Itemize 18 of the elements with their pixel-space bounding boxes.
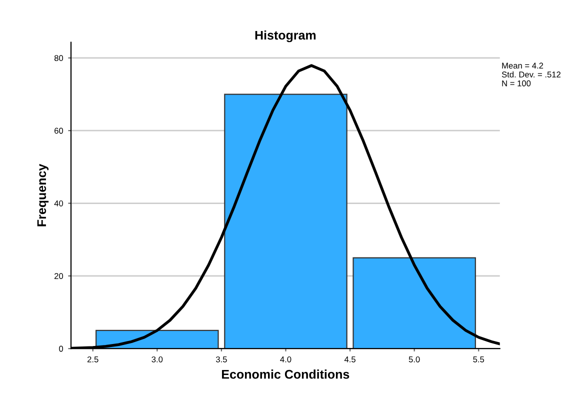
chart-title: Histogram (255, 30, 316, 42)
y-tick-label: 80 (54, 55, 64, 62)
y-tick-label: 60 (54, 128, 64, 134)
y-axis-title: Frequency (37, 164, 49, 226)
text: Std. Dev. = .512 (502, 71, 560, 78)
y-tick-label: 40 (54, 200, 64, 206)
text: Mean = 4.2 (502, 62, 544, 69)
x-tick-label: 2.5 (87, 356, 98, 362)
x-axis-title: Economic Conditions (222, 370, 350, 379)
x-tick-label: 4.0 (280, 356, 292, 362)
y-tick-label: 20 (54, 273, 64, 280)
x-tick-label: 5.5 (473, 356, 484, 362)
x-tick-label: 3.0 (152, 356, 163, 362)
x-tick-label: 3.5 (216, 356, 227, 362)
x-tick-label: 5.0 (408, 356, 420, 362)
y-tick-label: 0 (59, 346, 64, 352)
text: N = 100 (502, 80, 531, 86)
x-tick-label: 4.5 (344, 356, 356, 362)
